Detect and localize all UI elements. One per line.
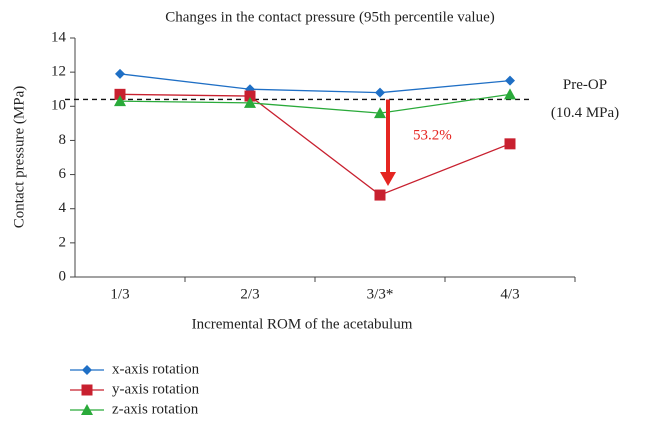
arrow-head (380, 172, 396, 187)
y-tick-label: 6 (59, 166, 67, 182)
legend-label: x-axis rotation (112, 361, 200, 377)
y-tick-label: 10 (51, 98, 66, 114)
y-tick-label: 2 (59, 234, 67, 250)
point (244, 90, 256, 102)
x-tick-label: 1/3 (110, 286, 129, 302)
y-tick-label: 8 (59, 132, 67, 148)
legend-label: y-axis rotation (112, 381, 200, 397)
annotation: 53.2% (413, 127, 452, 143)
x-tick-label: 2/3 (240, 286, 259, 302)
x-tick-label: 3/3* (367, 286, 394, 302)
y-axis-label: Contact pressure (MPa) (11, 86, 27, 228)
series-line (119, 73, 511, 94)
point (505, 75, 515, 86)
y-tick-label: 12 (51, 64, 66, 80)
legend-label: z-axis rotation (112, 401, 199, 417)
series-line (119, 93, 511, 114)
point (374, 189, 386, 201)
point (114, 95, 126, 107)
x-axis-label: Incremental ROM of the acetabulum (192, 316, 413, 332)
point (244, 96, 256, 108)
reference-label: Pre-OP (563, 77, 607, 93)
point (504, 88, 516, 100)
chart-title: Changes in the contact pressure (95th pe… (165, 9, 494, 25)
point (82, 365, 92, 375)
point (81, 384, 93, 396)
series-line (119, 93, 511, 196)
x-tick-label: 4/3 (500, 286, 519, 302)
point (374, 107, 386, 119)
y-tick-label: 4 (59, 200, 67, 216)
point (81, 404, 93, 415)
point (504, 138, 516, 150)
reference-sublabel: (10.4 MPa) (551, 105, 619, 121)
point (114, 88, 126, 100)
y-tick-label: 14 (51, 29, 67, 45)
point (375, 87, 385, 98)
point (115, 68, 125, 79)
y-tick-label: 0 (59, 268, 67, 284)
